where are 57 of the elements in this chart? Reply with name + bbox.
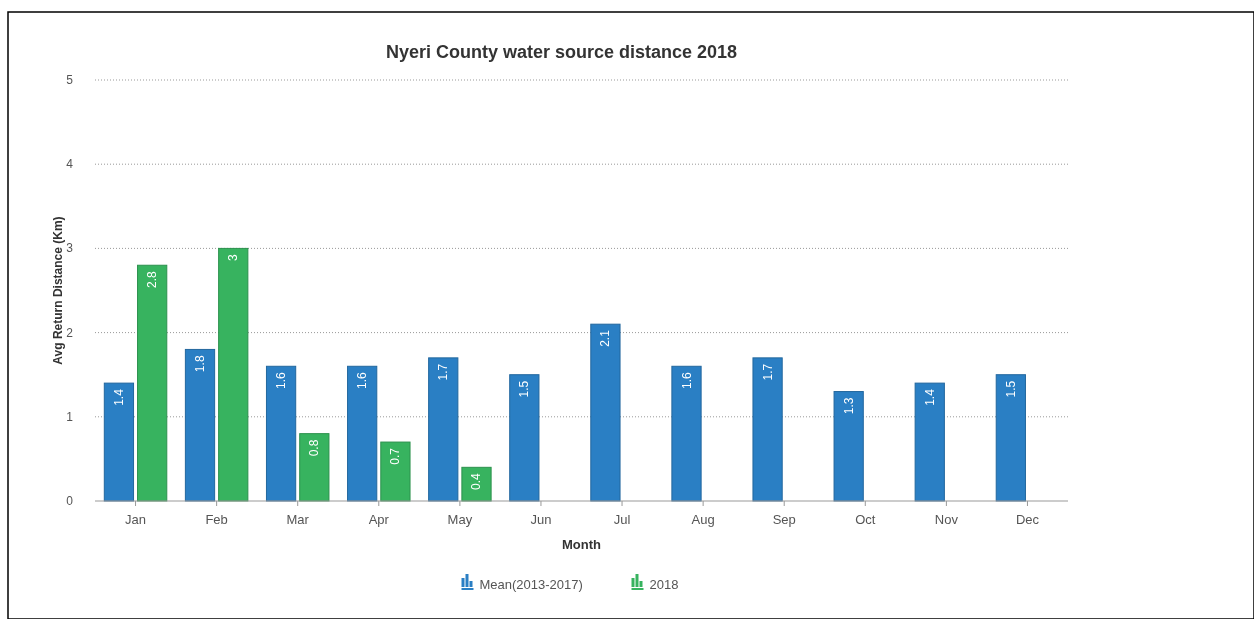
x-tick-label: Sep <box>772 512 796 527</box>
data-label: 1.7 <box>436 363 451 381</box>
bar <box>299 433 330 502</box>
bar <box>590 323 621 502</box>
data-label: 1.3 <box>841 397 856 415</box>
data-label: 1.8 <box>193 355 207 373</box>
bar <box>914 382 945 502</box>
y-tick-label: 1 <box>66 409 74 424</box>
bar <box>461 466 492 502</box>
x-axis-title: Month <box>562 537 602 552</box>
y-tick-label: 2 <box>66 325 74 340</box>
x-tick-label: Feb <box>205 512 228 527</box>
bar <box>509 374 540 502</box>
data-label: 0.4 <box>469 473 484 491</box>
y-tick-label: 4 <box>66 157 74 172</box>
data-label: 1.5 <box>1003 380 1018 398</box>
data-label: 1.6 <box>679 371 694 389</box>
x-tick-label: Nov <box>934 512 959 527</box>
x-tick-label: Jan <box>125 512 147 527</box>
y-axis-title: Avg Return Distance (Km) <box>51 216 65 365</box>
x-tick-label: Jul <box>613 512 631 527</box>
bar <box>103 382 135 502</box>
bar <box>265 365 297 502</box>
data-label: 2.1 <box>598 329 613 347</box>
legend-label: 2018 <box>649 577 679 592</box>
bar <box>137 264 168 502</box>
data-label: 0.8 <box>307 439 322 457</box>
y-tick-label: 0 <box>66 494 74 508</box>
data-label: 2.8 <box>145 270 160 288</box>
bar <box>347 365 378 502</box>
bar <box>380 441 411 502</box>
x-tick-label: Aug <box>691 512 715 527</box>
legend-label: Mean(2013-2017) <box>479 577 583 592</box>
bar <box>995 374 1026 502</box>
bar <box>218 247 249 502</box>
data-label: 1.4 <box>111 388 126 406</box>
bar <box>833 391 864 502</box>
x-tick-label: Mar <box>286 512 310 527</box>
x-tick-label: May <box>447 512 473 527</box>
data-label: 1.5 <box>517 380 532 398</box>
bar <box>428 357 459 502</box>
data-label: 0.7 <box>388 447 403 465</box>
y-tick-label: 5 <box>66 73 74 87</box>
bar <box>752 357 783 502</box>
data-label: 1.7 <box>760 363 775 381</box>
bar <box>184 348 216 502</box>
data-label: 1.6 <box>355 371 370 389</box>
data-label: 3 <box>226 254 241 262</box>
chart-title: Nyeri County water source distance 2018 <box>385 42 738 62</box>
bar <box>671 365 702 502</box>
x-tick-label: Apr <box>368 512 390 527</box>
x-tick-label: Jun <box>530 512 552 527</box>
x-tick-label: Oct <box>855 512 876 527</box>
y-tick-label: 3 <box>66 241 74 256</box>
data-label: 1.4 <box>922 388 937 406</box>
data-label: 1.6 <box>274 371 289 389</box>
x-tick-label: Dec <box>1015 512 1040 527</box>
